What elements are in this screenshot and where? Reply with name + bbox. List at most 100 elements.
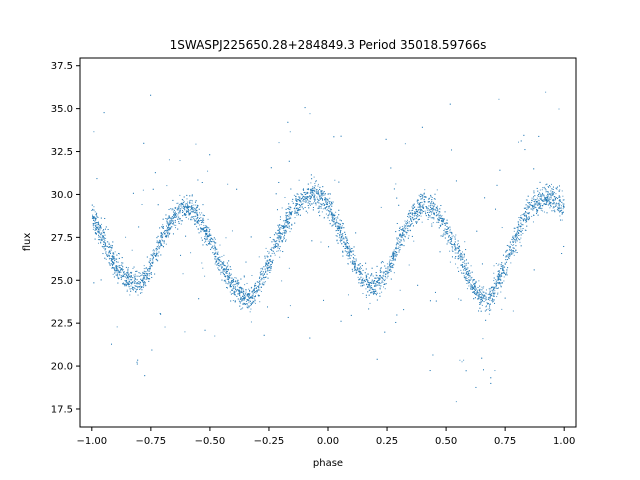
data-point xyxy=(243,298,245,300)
data-point xyxy=(513,237,515,239)
data-point xyxy=(269,258,271,260)
data-point xyxy=(334,179,336,181)
data-point xyxy=(343,237,345,239)
data-point xyxy=(143,283,145,285)
data-point xyxy=(545,91,547,93)
data-point xyxy=(499,271,501,273)
data-point xyxy=(204,275,206,277)
data-point xyxy=(413,206,415,208)
data-point xyxy=(559,189,561,191)
data-point xyxy=(202,219,204,221)
data-point xyxy=(241,290,243,292)
data-point xyxy=(122,262,124,264)
data-point xyxy=(265,276,267,278)
data-point xyxy=(104,234,106,236)
data-point xyxy=(516,234,518,236)
data-point xyxy=(457,243,459,245)
data-point xyxy=(375,274,377,276)
data-point xyxy=(258,287,260,289)
data-point xyxy=(383,273,385,275)
data-point xyxy=(166,185,168,187)
data-point xyxy=(182,208,184,210)
data-point xyxy=(134,278,136,280)
data-point xyxy=(294,207,296,209)
data-point xyxy=(262,276,264,278)
data-point xyxy=(108,256,110,258)
data-point xyxy=(504,262,506,264)
data-point xyxy=(182,206,184,208)
data-point xyxy=(488,303,490,305)
data-point xyxy=(559,204,561,206)
data-point xyxy=(124,280,126,282)
data-point xyxy=(376,280,378,282)
data-point xyxy=(550,183,552,185)
data-point xyxy=(331,211,333,213)
data-point xyxy=(408,221,410,223)
data-point xyxy=(336,235,338,237)
data-point xyxy=(518,225,520,227)
data-point xyxy=(376,299,378,301)
data-point xyxy=(115,266,117,268)
data-point xyxy=(396,247,398,249)
data-point xyxy=(174,212,176,214)
data-point xyxy=(451,246,453,248)
data-point xyxy=(189,195,191,197)
data-point xyxy=(535,204,537,206)
data-point xyxy=(309,198,311,200)
data-point xyxy=(221,256,223,258)
data-point xyxy=(519,241,521,243)
data-point xyxy=(382,275,384,277)
data-point xyxy=(402,238,404,240)
data-point xyxy=(420,215,422,217)
data-point xyxy=(172,233,174,235)
data-point xyxy=(350,250,352,252)
data-point xyxy=(234,287,236,289)
data-point xyxy=(361,280,363,282)
data-point xyxy=(380,276,382,278)
data-point xyxy=(259,272,261,274)
data-point xyxy=(238,300,240,302)
data-point xyxy=(521,224,523,226)
data-point xyxy=(354,269,356,271)
data-point xyxy=(537,195,539,197)
data-point xyxy=(166,228,168,230)
data-point xyxy=(338,230,340,232)
data-point xyxy=(240,288,242,290)
data-point xyxy=(289,231,291,233)
data-point xyxy=(459,246,461,248)
data-point xyxy=(354,266,356,268)
data-point xyxy=(260,268,262,270)
data-point xyxy=(497,293,499,295)
data-point xyxy=(548,186,550,188)
data-point xyxy=(134,287,136,289)
data-point xyxy=(188,206,190,208)
data-point xyxy=(305,200,307,202)
data-point xyxy=(92,216,94,218)
data-point xyxy=(282,238,284,240)
data-point xyxy=(485,319,487,321)
data-point xyxy=(163,230,165,232)
data-point xyxy=(416,216,418,218)
data-point xyxy=(207,240,209,242)
data-point xyxy=(171,209,173,211)
data-point xyxy=(331,219,333,221)
data-point xyxy=(250,308,252,310)
data-point xyxy=(147,269,149,271)
data-point xyxy=(138,226,140,228)
data-point xyxy=(166,225,168,227)
data-point xyxy=(221,266,223,268)
data-point xyxy=(510,252,512,254)
data-point xyxy=(209,233,211,235)
data-point xyxy=(194,212,196,214)
data-point xyxy=(455,246,457,248)
data-point xyxy=(227,183,229,185)
data-point xyxy=(553,193,555,195)
data-point xyxy=(144,271,146,273)
data-point xyxy=(118,265,120,267)
data-point xyxy=(151,276,153,278)
data-point xyxy=(196,213,198,215)
data-point xyxy=(337,216,339,218)
data-point xyxy=(492,301,494,303)
data-point xyxy=(127,270,129,272)
data-point xyxy=(546,199,548,201)
